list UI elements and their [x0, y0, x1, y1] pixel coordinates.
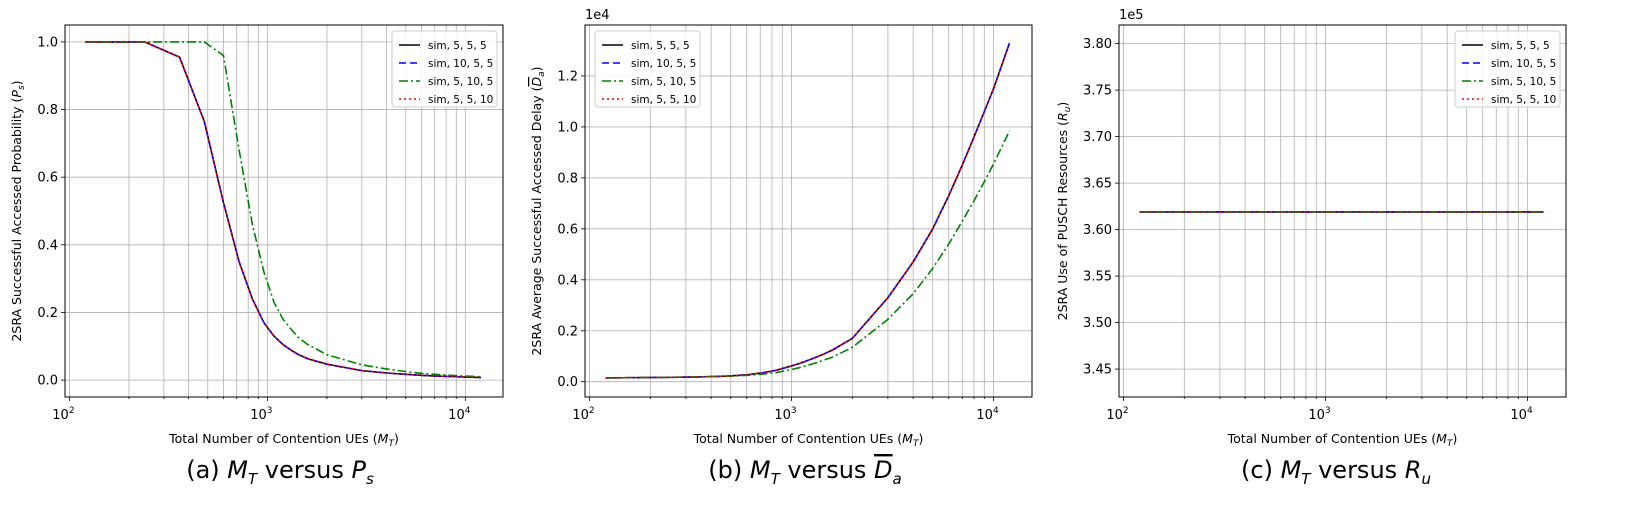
x-tick-label: 102: [52, 406, 74, 423]
y-tick-label: 0.0: [557, 375, 578, 390]
panel-caption: (a) MT versus Ps: [186, 456, 374, 488]
plot-frame: [64, 24, 504, 398]
series-line-3: [605, 130, 1011, 379]
x-tick-label: 102: [1106, 406, 1128, 423]
y-tick-label: 0.4: [37, 238, 58, 253]
y-offset-label: 1e4: [585, 8, 610, 23]
y-tick-label: 0.8: [37, 103, 58, 118]
legend-box: [391, 30, 498, 108]
y-tick-label: 3.80: [1083, 37, 1112, 52]
legend-label-4: sim, 5, 5, 10: [631, 94, 696, 106]
legend-label-4: sim, 5, 5, 10: [428, 94, 493, 106]
y-tick-label: 3.70: [1083, 130, 1112, 145]
legend: sim, 5, 5, 5 sim, 10, 5, 5 sim, 5, 10, 5 si…: [594, 30, 701, 108]
grid-lines: [585, 25, 1032, 397]
chart-panel-c: 102 103 104 3.45 3.50 3.55 3.60 3.65 3.70 3.75 3.8…: [1055, 8, 1567, 488]
y-tick-label: 3.65: [1083, 177, 1112, 192]
plot-frame: [1118, 24, 1567, 398]
legend: sim, 5, 5, 5 sim, 10, 5, 5 sim, 5, 10, 5 si…: [391, 30, 498, 108]
x-axis-label: Total Number of Contention UEs (MT): [1227, 431, 1458, 449]
y-tick-label: 3.75: [1083, 84, 1112, 99]
y-tick-label: 0.2: [37, 306, 58, 321]
x-tick-label: 104: [976, 406, 999, 423]
x-tick-label: 103: [774, 406, 796, 423]
chart-panel-b: 102 103 104 0.0 0.2 0.4 0.6 0.8 1.0 1.2 1e4 Total N…: [529, 8, 1033, 488]
panel-caption: (b) MT versus Da: [708, 456, 901, 488]
y-tick-label: 3.50: [1083, 316, 1112, 331]
x-tick-label: 103: [250, 406, 272, 423]
y-offset-label: 1e5: [1119, 8, 1144, 23]
y-tick-label: 3.55: [1083, 270, 1112, 285]
legend-label-2: sim, 10, 5, 5: [1491, 58, 1556, 70]
x-tick-label: 104: [448, 406, 471, 423]
legend-label-2: sim, 10, 5, 5: [631, 58, 696, 70]
y-tick-label: 0.2: [557, 324, 578, 339]
legend-label-1: sim, 5, 5, 5: [1491, 40, 1550, 52]
plot-frame: [584, 24, 1033, 398]
x-axis-label: Total Number of Contention UEs (MT): [693, 431, 924, 449]
series-line-3: [85, 41, 482, 378]
legend-label-3: sim, 5, 10, 5: [1491, 76, 1556, 88]
legend-box: [1454, 30, 1561, 108]
y-tick-label: 0.4: [557, 273, 578, 288]
x-tick-label: 103: [1308, 406, 1330, 423]
legend-label-3: sim, 5, 10, 5: [631, 76, 696, 88]
legend-label-1: sim, 5, 5, 5: [428, 40, 487, 52]
y-tick-label: 1.0: [37, 35, 58, 50]
legend: sim, 5, 5, 5 sim, 10, 5, 5 sim, 5, 10, 5 si…: [1454, 30, 1561, 108]
y-tick-label: 0.6: [557, 222, 578, 237]
series-line-2: [85, 41, 482, 379]
y-tick-label: 1.0: [557, 120, 578, 135]
y-tick-label: 1.2: [557, 69, 578, 84]
y-tick-label: 3.45: [1083, 363, 1112, 378]
legend-label-4: sim, 5, 5, 10: [1491, 94, 1556, 106]
y-tick-label: 0.0: [37, 374, 58, 389]
series-group: [85, 41, 482, 379]
x-tick-label: 102: [572, 406, 594, 423]
y-axis-label: 2SRA Average Successful Accessed Delay (…: [529, 66, 547, 355]
legend-label-2: sim, 10, 5, 5: [428, 58, 493, 70]
series-line-4: [605, 42, 1011, 379]
x-axis-label: Total Number of Contention UEs (MT): [168, 431, 399, 449]
y-axis-label: 2SRA Successful Accessed Probability (Ps…: [9, 80, 27, 341]
y-tick-label: 0.8: [557, 171, 578, 186]
grid-lines: [65, 25, 503, 397]
x-tick-label: 104: [1510, 406, 1533, 423]
panel-caption: (c) MT versus Ru: [1241, 456, 1431, 488]
legend-box: [594, 30, 701, 108]
chart-panel-a: 102 103 104 0.0 0.2 0.4 0.6 0.8 1.0 Total Number …: [9, 24, 504, 488]
y-tick-label: 3.60: [1083, 223, 1112, 238]
y-axis-label: 2SRA Use of PUSCH Resources (Ru): [1055, 102, 1073, 321]
legend-label-1: sim, 5, 5, 5: [631, 40, 690, 52]
series-group: [605, 42, 1011, 379]
y-tick-label: 0.6: [37, 171, 58, 186]
legend-label-3: sim, 5, 10, 5: [428, 76, 493, 88]
